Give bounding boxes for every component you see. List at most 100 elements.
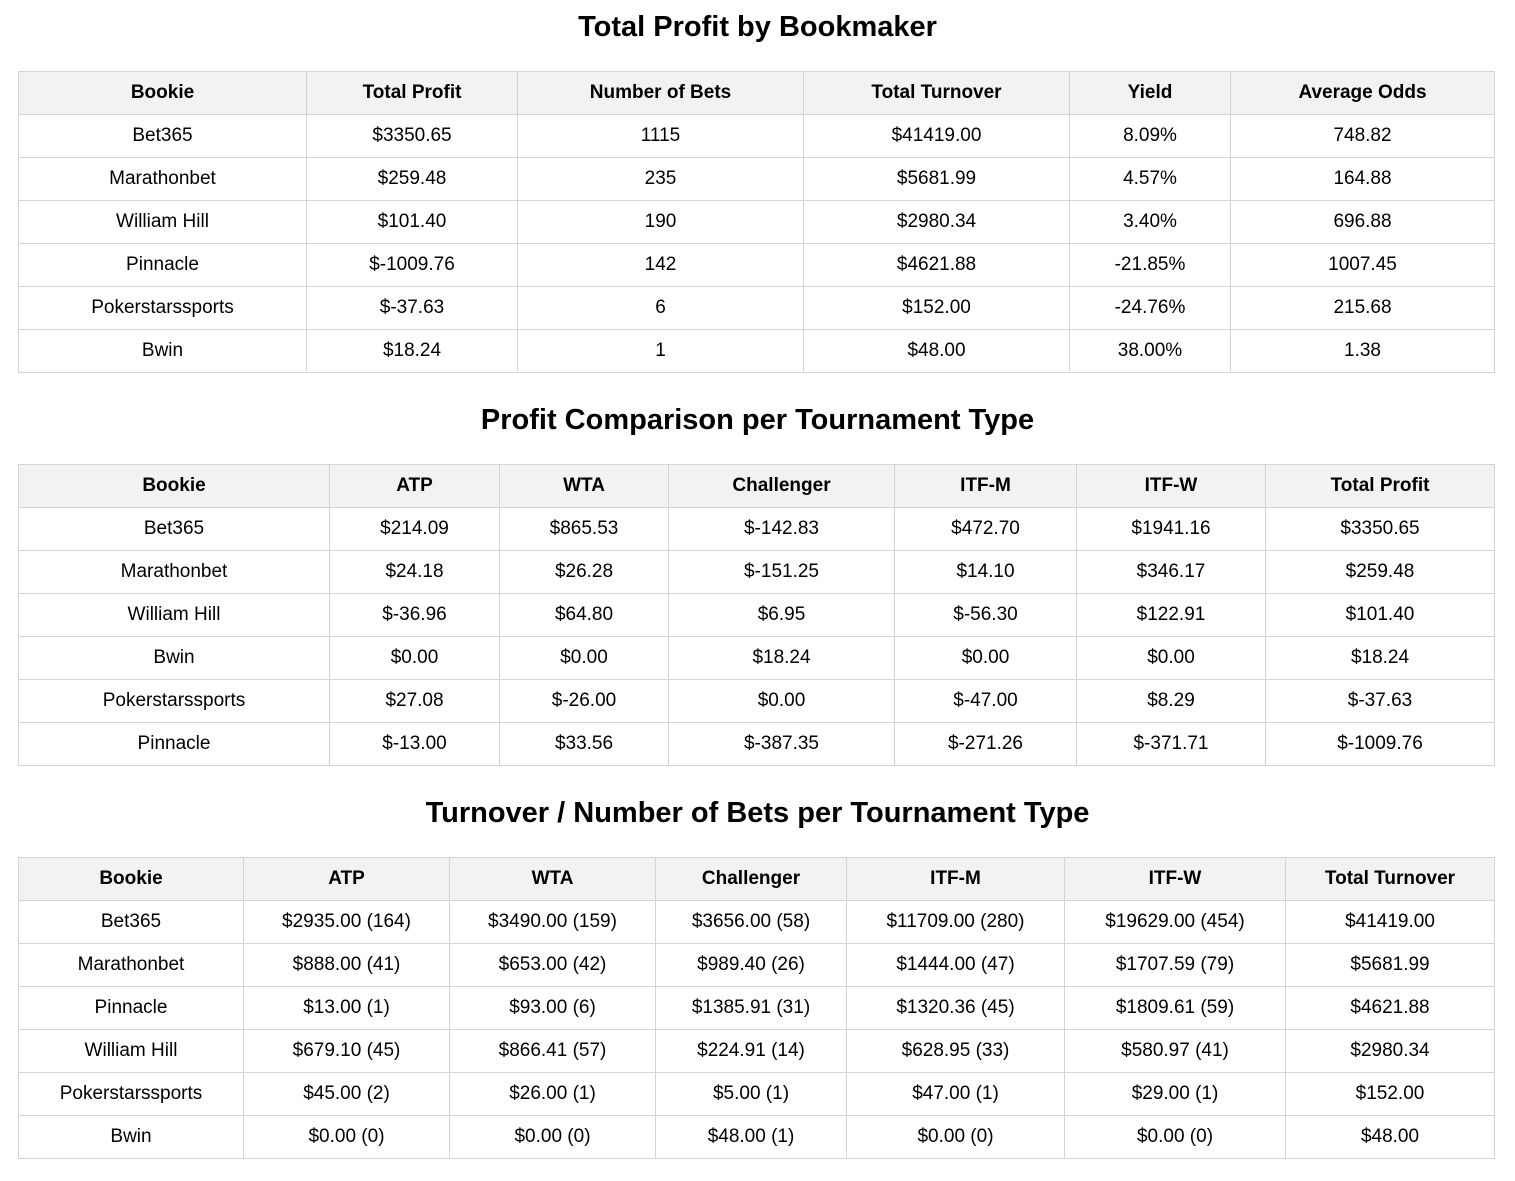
table-cell: $-26.00 [499, 679, 669, 723]
table-cell: -24.76% [1069, 286, 1231, 330]
column-header: WTA [499, 464, 669, 508]
section-turnover-per-tournament: Turnover / Number of Bets per Tournament… [0, 799, 1515, 828]
table-cell: $3490.00 (159) [449, 900, 656, 944]
column-header: Total Profit [306, 71, 518, 115]
table-row: William Hill $101.40 190 $2980.34 3.40% 696.8… [18, 200, 1495, 244]
table-cell: $-36.96 [329, 593, 500, 637]
table-cell: $472.70 [894, 507, 1077, 551]
bookie-cell: Bet365 [18, 114, 307, 158]
table-cell: $0.00 [894, 636, 1077, 680]
profit-by-bookmaker-table: Bookie Total Profit Number of Bets Total Tu… [18, 71, 1495, 373]
column-header: ATP [243, 857, 450, 901]
bookie-cell: Marathonbet [18, 157, 307, 201]
table-cell: $18.24 [1265, 636, 1495, 680]
column-header: Challenger [668, 464, 895, 508]
table-cell: $5.00 (1) [655, 1072, 847, 1116]
table-cell: 215.68 [1230, 286, 1495, 330]
table-cell: $26.00 (1) [449, 1072, 656, 1116]
column-header: Challenger [655, 857, 847, 901]
table-cell: $-37.63 [306, 286, 518, 330]
table-cell: $0.00 (0) [846, 1115, 1065, 1159]
table-cell: $101.40 [306, 200, 518, 244]
table-cell: $259.48 [306, 157, 518, 201]
table-cell: $224.91 (14) [655, 1029, 847, 1073]
bookie-cell: William Hill [18, 1029, 244, 1073]
table-cell: $989.40 (26) [655, 943, 847, 987]
column-header: ITF-W [1076, 464, 1266, 508]
table-cell: $5681.99 [1285, 943, 1495, 987]
table-cell: $3350.65 [306, 114, 518, 158]
table-cell: $679.10 (45) [243, 1029, 450, 1073]
table-cell: $18.24 [668, 636, 895, 680]
table-cell: $11709.00 (280) [846, 900, 1065, 944]
table-cell: $26.28 [499, 550, 669, 594]
bookie-cell: Bwin [18, 636, 330, 680]
table-cell: 4.57% [1069, 157, 1231, 201]
table-row: Pinnacle $-13.00 $33.56 $-387.35 $-271.26 $-3… [18, 722, 1495, 766]
bookie-cell: Bet365 [18, 900, 244, 944]
table-cell: 6 [517, 286, 804, 330]
table-cell: $0.00 [499, 636, 669, 680]
table-cell: $2980.34 [1285, 1029, 1495, 1073]
bookie-cell: Pokerstarssports [18, 1072, 244, 1116]
table-cell: $-56.30 [894, 593, 1077, 637]
table-row: Pokerstarssports $27.08 $-26.00 $0.00 $-47.0… [18, 679, 1495, 723]
table-cell: 8.09% [1069, 114, 1231, 158]
bookie-cell: Pinnacle [18, 986, 244, 1030]
table-cell: 696.88 [1230, 200, 1495, 244]
table-cell: $2980.34 [803, 200, 1070, 244]
profit-per-tournament-table: Bookie ATP WTA Challenger ITF-M ITF-W Total Pr… [18, 464, 1495, 766]
table-row: Marathonbet $259.48 235 $5681.99 4.57% 164.88 [18, 157, 1495, 201]
table-cell: $0.00 (0) [243, 1115, 450, 1159]
table-cell: $27.08 [329, 679, 500, 723]
table-cell: 748.82 [1230, 114, 1495, 158]
table-cell: $-37.63 [1265, 679, 1495, 723]
table-cell: $214.09 [329, 507, 500, 551]
table-cell: $0.00 [1076, 636, 1266, 680]
profit-by-bookmaker-title: Total Profit by Bookmaker [578, 11, 937, 43]
table-cell: $47.00 (1) [846, 1072, 1065, 1116]
table-cell: $152.00 [1285, 1072, 1495, 1116]
column-header: Bookie [18, 71, 307, 115]
table-cell: 38.00% [1069, 329, 1231, 373]
table-cell: 1 [517, 329, 804, 373]
table-row: Pinnacle $13.00 (1) $93.00 (6) $1385.91 (31… [18, 986, 1495, 1030]
table-cell: $-13.00 [329, 722, 500, 766]
table-cell: $-271.26 [894, 722, 1077, 766]
table-cell: 164.88 [1230, 157, 1495, 201]
table-cell: $3350.65 [1265, 507, 1495, 551]
table-cell: $346.17 [1076, 550, 1266, 594]
column-header: Yield [1069, 71, 1231, 115]
turnover-per-tournament-table: Bookie ATP WTA Challenger ITF-M ITF-W Total Tu… [18, 857, 1495, 1159]
table-cell: $48.00 (1) [655, 1115, 847, 1159]
table-cell: $653.00 (42) [449, 943, 656, 987]
table-cell: $64.80 [499, 593, 669, 637]
table-row: Pinnacle $-1009.76 142 $4621.88 -21.85% 1007.… [18, 243, 1495, 287]
table-cell: $45.00 (2) [243, 1072, 450, 1116]
table-cell: $4621.88 [803, 243, 1070, 287]
table-cell: $866.41 (57) [449, 1029, 656, 1073]
column-header: Number of Bets [517, 71, 804, 115]
table-cell: $580.97 (41) [1064, 1029, 1286, 1073]
table-cell: $18.24 [306, 329, 518, 373]
column-header: ITF-M [894, 464, 1077, 508]
table-cell: $101.40 [1265, 593, 1495, 637]
table-cell: $48.00 [1285, 1115, 1495, 1159]
table-header-row: Bookie Total Profit Number of Bets Total Tu… [18, 71, 1495, 115]
table-cell: 190 [517, 200, 804, 244]
table-cell: $41419.00 [1285, 900, 1495, 944]
table-cell: $6.95 [668, 593, 895, 637]
table-cell: $-151.25 [668, 550, 895, 594]
bookie-cell: Marathonbet [18, 550, 330, 594]
table-cell: $0.00 (0) [449, 1115, 656, 1159]
table-cell: $1941.16 [1076, 507, 1266, 551]
table-cell: $8.29 [1076, 679, 1266, 723]
bookie-cell: William Hill [18, 200, 307, 244]
column-header: Total Turnover [1285, 857, 1495, 901]
table-cell: $19629.00 (454) [1064, 900, 1286, 944]
table-cell: $2935.00 (164) [243, 900, 450, 944]
table-cell: $93.00 (6) [449, 986, 656, 1030]
table-cell: 1115 [517, 114, 804, 158]
table-row: William Hill $679.10 (45) $866.41 (57) $224… [18, 1029, 1495, 1073]
